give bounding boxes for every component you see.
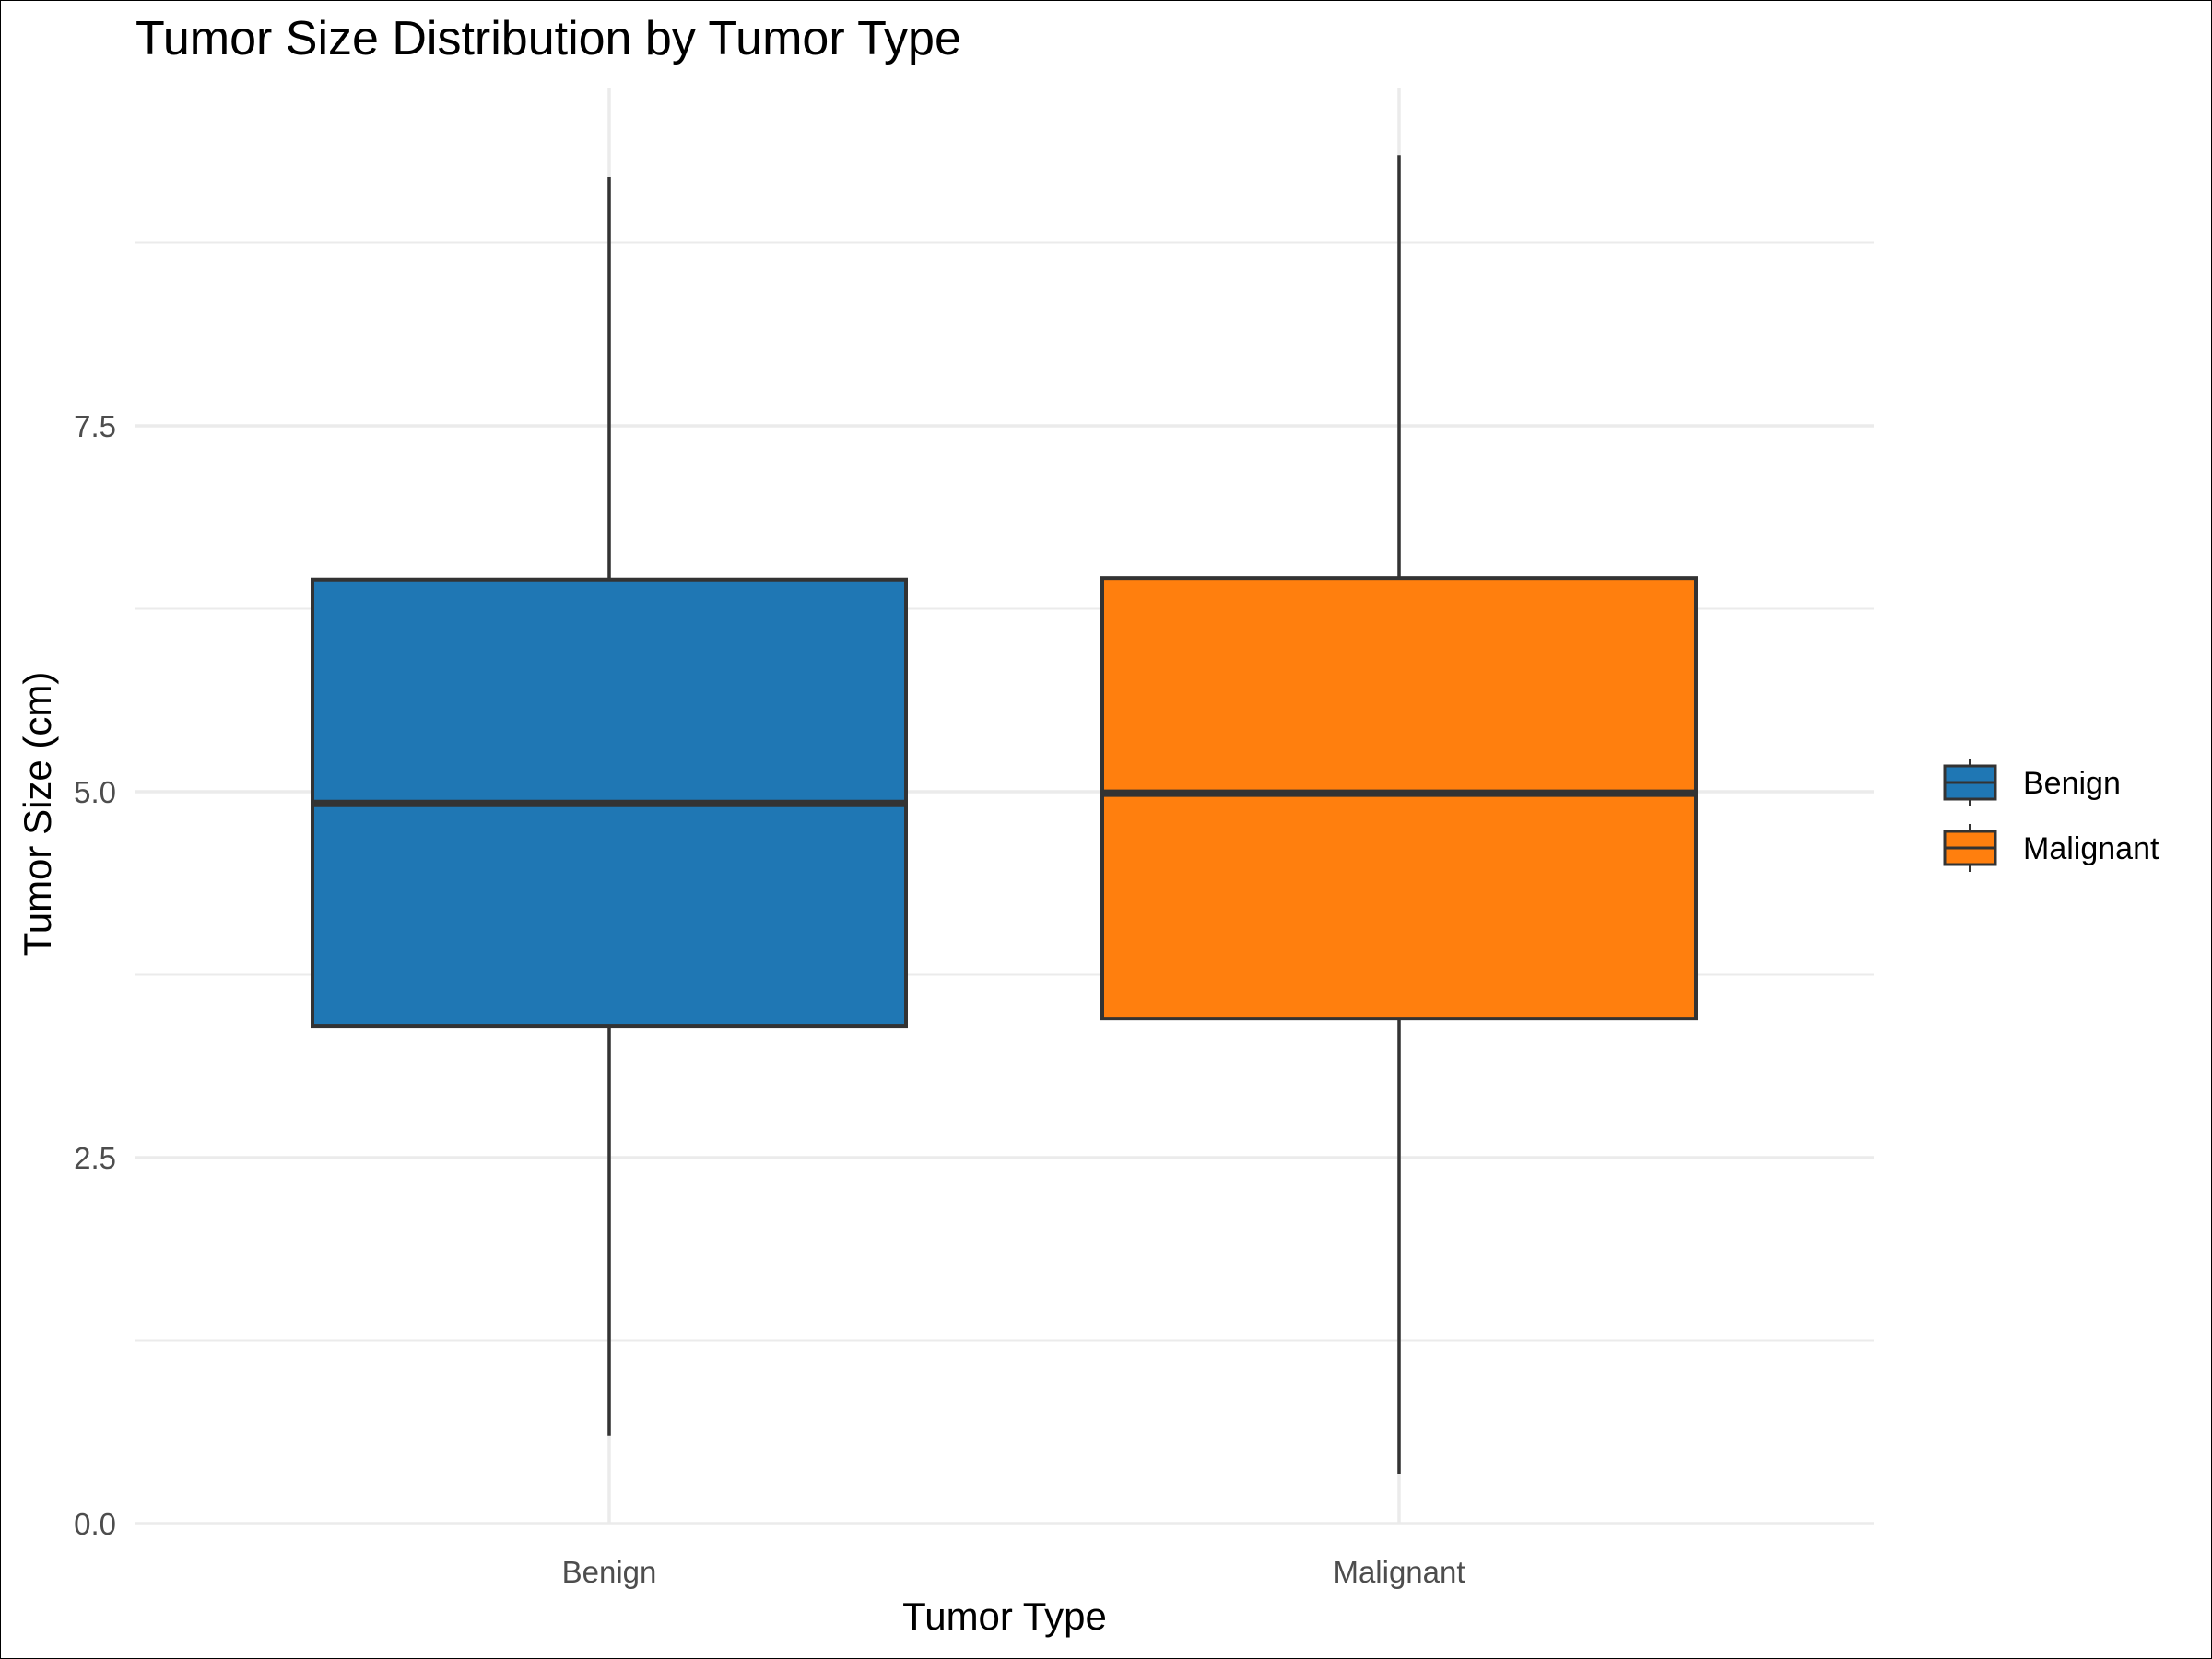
box-body: [1100, 576, 1698, 1021]
x-tick-label: Malignant: [1333, 1555, 1465, 1589]
legend-item-benign: Benign: [1943, 759, 2121, 806]
box-benign: [311, 177, 908, 1436]
legend: Benign Malignant: [1943, 759, 2159, 872]
legend-item-malignant: Malignant: [1943, 824, 2159, 872]
chart-title: Tumor Size Distribution by Tumor Type: [135, 12, 961, 65]
y-tick-label: 7.5: [74, 409, 116, 443]
x-tick-label: Benign: [562, 1555, 657, 1589]
x-axis-title: Tumor Type: [902, 1594, 1107, 1638]
legend-label: Malignant: [2023, 831, 2159, 866]
box-malignant: [1100, 155, 1698, 1475]
legend-label: Benign: [2023, 766, 2121, 801]
y-axis-title: Tumor Size (cm): [16, 672, 59, 957]
y-tick-label: 2.5: [74, 1141, 116, 1175]
y-tick-label: 5.0: [74, 775, 116, 809]
tick-layer: 0.0 2.5 5.0 7.5 Benign Malignant: [74, 409, 1465, 1589]
y-tick-label: 0.0: [74, 1507, 116, 1541]
box-layer: [311, 155, 1698, 1475]
